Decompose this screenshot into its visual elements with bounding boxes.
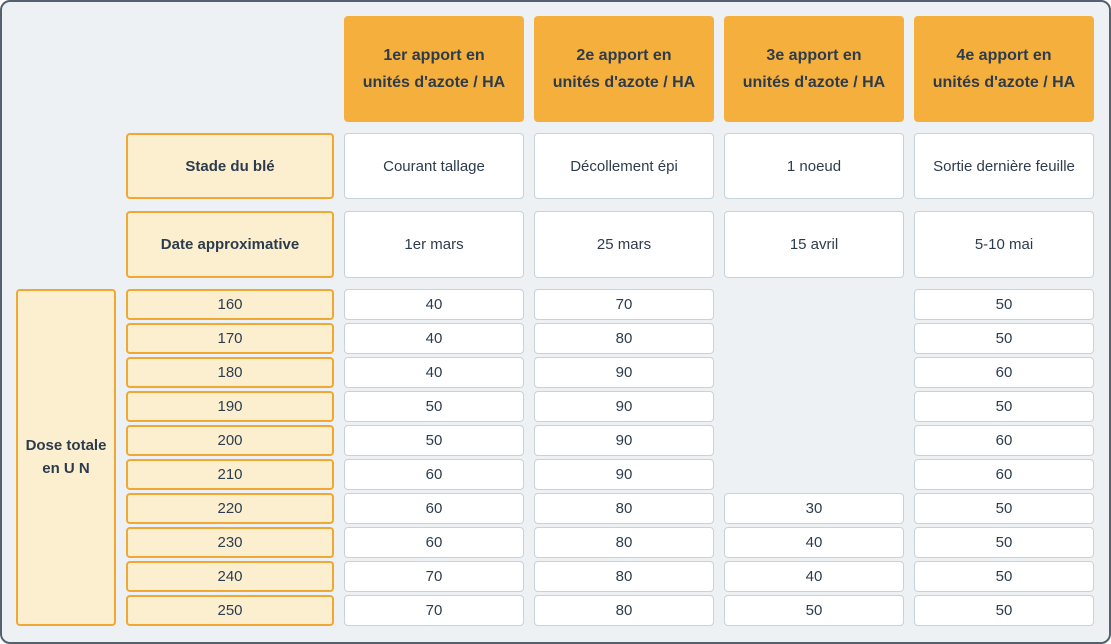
value-cell: 50 [914, 561, 1094, 592]
stade-value-3: 1 noeud [724, 133, 904, 199]
dose-row-label: 240 [126, 561, 334, 592]
dose-row-label: 220 [126, 493, 334, 524]
value-cell: 60 [914, 357, 1094, 388]
row-group-label-dose-totale: Dose totale en U N [16, 289, 116, 626]
table-grid: 1er apport en unités d'azote / HA 2e app… [16, 16, 1095, 626]
value-cell: 60 [344, 527, 524, 558]
value-cell: 80 [534, 527, 714, 558]
value-cell: 50 [914, 527, 1094, 558]
value-cell: 50 [344, 425, 524, 456]
value-cell: 70 [344, 595, 524, 626]
value-cell: 60 [344, 459, 524, 490]
value-cell: 40 [724, 527, 904, 558]
value-cell: 50 [914, 289, 1094, 320]
stade-value-4: Sortie dernière feuille [914, 133, 1094, 199]
value-cell: 50 [914, 323, 1094, 354]
date-value-3: 15 avril [724, 211, 904, 278]
value-cell: 70 [344, 561, 524, 592]
value-cell: 60 [914, 459, 1094, 490]
value-cell: 40 [724, 561, 904, 592]
date-value-4: 5-10 mai [914, 211, 1094, 278]
value-cell: 80 [534, 323, 714, 354]
value-cell: 50 [914, 493, 1094, 524]
value-cell: 50 [914, 391, 1094, 422]
value-cell: 80 [534, 595, 714, 626]
value-cell: 50 [914, 595, 1094, 626]
value-cell: 40 [344, 289, 524, 320]
dose-row-label: 250 [126, 595, 334, 626]
column-header-apport-1: 1er apport en unités d'azote / HA [344, 16, 524, 122]
value-cell: 40 [344, 323, 524, 354]
value-cell: 90 [534, 459, 714, 490]
column-header-apport-3: 3e apport en unités d'azote / HA [724, 16, 904, 122]
value-cell: 90 [534, 425, 714, 456]
stade-value-1: Courant tallage [344, 133, 524, 199]
value-cell: 60 [344, 493, 524, 524]
value-cell: 50 [344, 391, 524, 422]
stade-value-2: Décollement épi [534, 133, 714, 199]
dose-row-label: 180 [126, 357, 334, 388]
dose-row-label: 170 [126, 323, 334, 354]
value-cell: 80 [534, 493, 714, 524]
dose-row-label: 210 [126, 459, 334, 490]
value-cell: 30 [724, 493, 904, 524]
dose-row-label: 190 [126, 391, 334, 422]
date-value-1: 1er mars [344, 211, 524, 278]
column-header-apport-4: 4e apport en unités d'azote / HA [914, 16, 1094, 122]
value-cell: 60 [914, 425, 1094, 456]
value-cell: 90 [534, 391, 714, 422]
row-label-stade: Stade du blé [126, 133, 334, 199]
date-value-2: 25 mars [534, 211, 714, 278]
value-cell: 80 [534, 561, 714, 592]
value-cell: 70 [534, 289, 714, 320]
dose-row-label: 200 [126, 425, 334, 456]
row-label-date: Date approximative [126, 211, 334, 278]
value-cell: 40 [344, 357, 524, 388]
value-cell: 50 [724, 595, 904, 626]
column-header-apport-2: 2e apport en unités d'azote / HA [534, 16, 714, 122]
dose-row-label: 230 [126, 527, 334, 558]
value-cell: 90 [534, 357, 714, 388]
dose-row-label: 160 [126, 289, 334, 320]
